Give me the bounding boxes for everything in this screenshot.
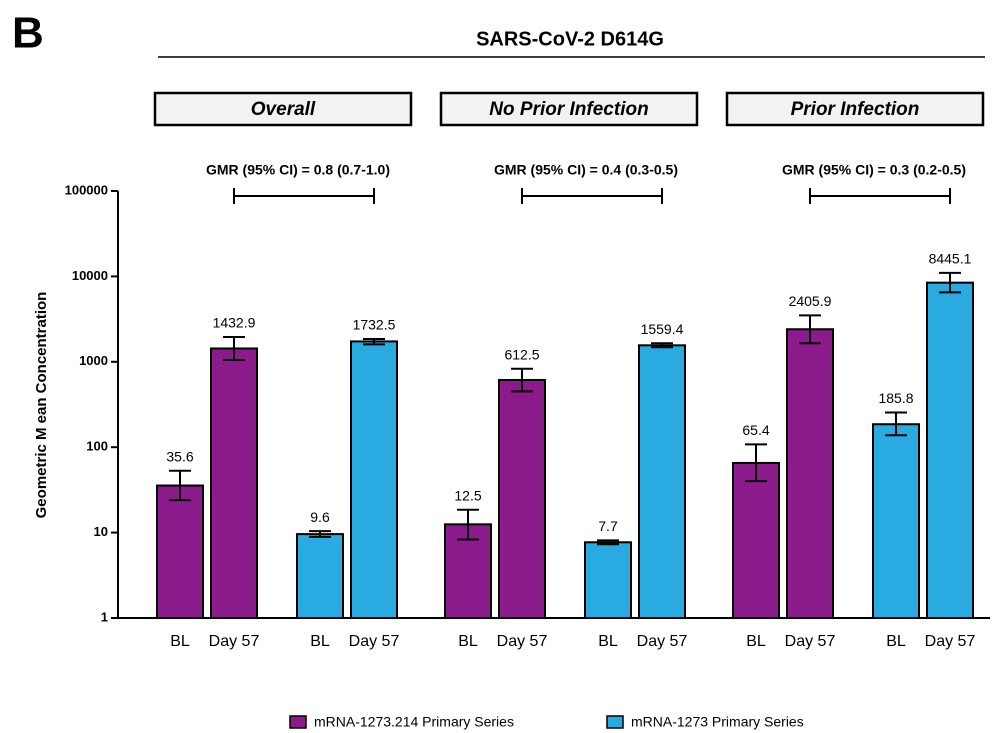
annotation: GMR (95% CI) = 0.4 (0.3-0.5) bbox=[494, 162, 678, 178]
panel-title: Prior Infection bbox=[791, 99, 920, 120]
error-bar bbox=[939, 271, 961, 294]
bar bbox=[156, 484, 204, 619]
legend-swatch bbox=[606, 715, 624, 729]
bar bbox=[926, 281, 974, 619]
y-tick-label: 100000 bbox=[65, 182, 108, 197]
error-bar bbox=[511, 367, 533, 393]
chart-title: SARS-CoV-2 D614G bbox=[476, 28, 664, 50]
x-tick-label: Day 57 bbox=[637, 633, 688, 650]
error-bar bbox=[597, 539, 619, 546]
value-label: 1432.9 bbox=[213, 315, 256, 331]
x-tick-label: BL bbox=[458, 633, 478, 650]
value-label: 185.8 bbox=[878, 390, 913, 406]
value-label: 612.5 bbox=[504, 346, 539, 362]
bar bbox=[350, 340, 398, 619]
x-tick-label: BL bbox=[886, 633, 906, 650]
x-tick-label: Day 57 bbox=[349, 633, 400, 650]
x-tick-label: BL bbox=[310, 633, 330, 650]
panel-letter: B bbox=[12, 9, 44, 58]
bar bbox=[296, 533, 344, 619]
error-bar bbox=[363, 337, 385, 346]
bar bbox=[210, 347, 258, 619]
panel-title-box bbox=[725, 91, 985, 127]
comparison-bracket bbox=[233, 188, 375, 204]
value-label: 2405.9 bbox=[789, 293, 832, 309]
x-tick-label: Day 57 bbox=[785, 633, 836, 650]
y-tick-label: 100 bbox=[86, 439, 108, 454]
error-bar bbox=[169, 469, 191, 502]
bar bbox=[638, 344, 686, 619]
error-bar bbox=[745, 443, 767, 483]
panel-title: No Prior Infection bbox=[489, 99, 648, 120]
value-label: 8445.1 bbox=[929, 251, 972, 267]
bar bbox=[498, 378, 546, 619]
error-bar bbox=[223, 336, 245, 361]
bar bbox=[584, 541, 632, 620]
annotation: GMR (95% CI) = 0.8 (0.7-1.0) bbox=[206, 162, 390, 178]
value-label: 7.7 bbox=[598, 518, 618, 534]
bar bbox=[786, 328, 834, 619]
error-bar bbox=[799, 314, 821, 345]
panel-title: Overall bbox=[251, 99, 316, 120]
value-label: 35.6 bbox=[166, 448, 193, 464]
y-axis-label: Geometric M ean Concentration bbox=[33, 292, 50, 519]
y-tick-label: 10 bbox=[94, 524, 108, 539]
value-label: 9.6 bbox=[310, 509, 330, 525]
error-bar bbox=[457, 508, 479, 541]
y-tick-label: 1 bbox=[101, 609, 108, 624]
x-tick-label: Day 57 bbox=[925, 633, 976, 650]
value-label: 1732.5 bbox=[353, 317, 396, 333]
comparison-bracket bbox=[809, 188, 951, 204]
y-tick-label: 10000 bbox=[72, 268, 108, 283]
panel-title-box bbox=[439, 91, 699, 127]
value-label: 12.5 bbox=[454, 487, 481, 503]
y-tick-label: 1000 bbox=[79, 353, 108, 368]
annotation: GMR (95% CI) = 0.3 (0.2-0.5) bbox=[782, 162, 966, 178]
error-bar bbox=[885, 411, 907, 437]
x-tick-label: Day 57 bbox=[497, 633, 548, 650]
value-label: 1559.4 bbox=[641, 321, 684, 337]
legend-label: mRNA-1273 Primary Series bbox=[631, 714, 804, 730]
error-bar bbox=[309, 530, 331, 538]
comparison-bracket bbox=[521, 188, 663, 204]
x-tick-label: BL bbox=[746, 633, 766, 650]
error-bar bbox=[651, 342, 673, 349]
panel-title-box bbox=[153, 91, 413, 127]
x-tick-label: BL bbox=[598, 633, 618, 650]
bar bbox=[732, 461, 780, 619]
legend-label: mRNA-1273.214 Primary Series bbox=[314, 714, 514, 730]
x-tick-label: Day 57 bbox=[209, 633, 260, 650]
value-label: 65.4 bbox=[742, 422, 769, 438]
x-tick-label: BL bbox=[170, 633, 190, 650]
bar bbox=[872, 423, 920, 620]
legend-swatch bbox=[289, 715, 307, 729]
